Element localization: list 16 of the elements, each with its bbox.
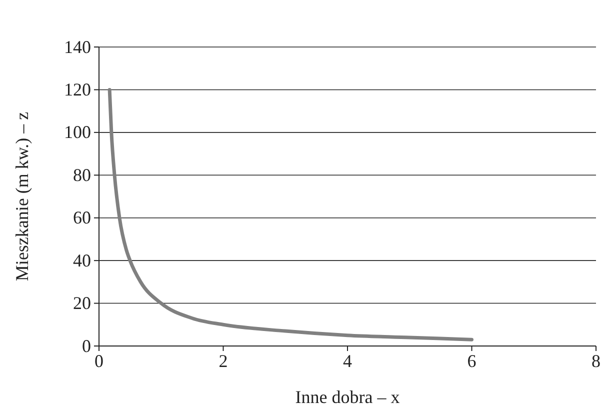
y-tick-label: 20 [73, 293, 91, 314]
x-axis-title: Inne dobra – x [295, 387, 400, 407]
y-tick-label: 80 [73, 164, 91, 185]
y-tick-label: 60 [73, 208, 91, 228]
x-tick-label: 4 [343, 350, 352, 371]
x-tick-label: 8 [592, 350, 600, 371]
y-tick-label: 120 [64, 79, 91, 100]
y-tick-label: 100 [64, 122, 91, 142]
y-tick-label: 40 [73, 250, 91, 270]
y-tick-label: 140 [64, 36, 91, 57]
x-tick-label: 0 [94, 350, 104, 371]
y-tick-label: 0 [82, 336, 91, 356]
y-axis-title: Mieszkanie (m kw.) – z [12, 112, 32, 282]
x-tick-label: 6 [467, 350, 476, 371]
x-tick-label: 2 [218, 350, 228, 371]
line-series [108, 88, 474, 342]
